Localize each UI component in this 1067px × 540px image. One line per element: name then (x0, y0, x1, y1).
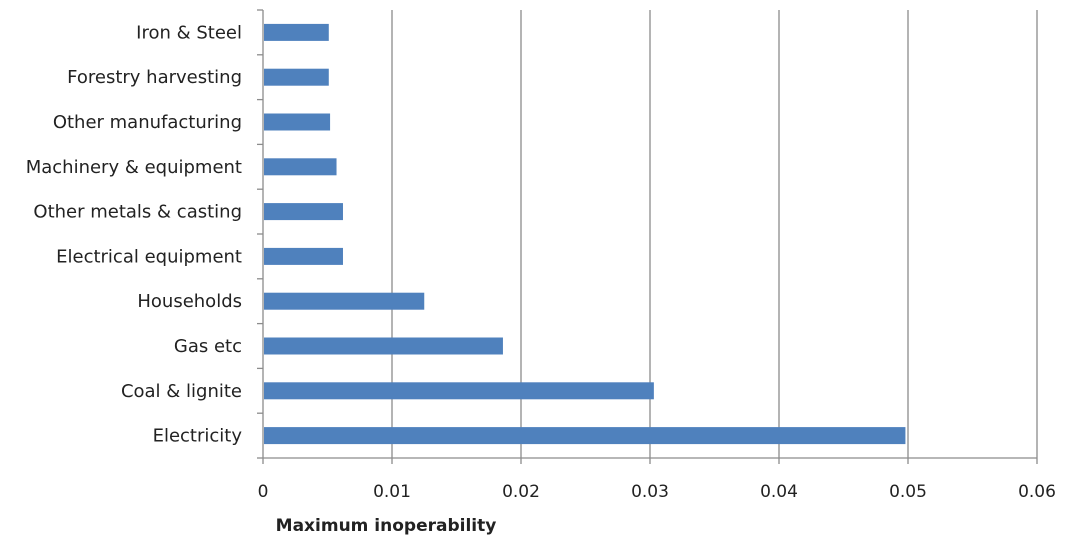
x-axis-title: Maximum inoperability (276, 516, 497, 536)
category-label: Households (137, 291, 242, 312)
bar-other-metals-casting (264, 203, 343, 221)
category-label: Iron & Steel (136, 22, 242, 43)
category-label: Other manufacturing (53, 112, 242, 133)
category-labels: Iron & Steel Forestry harvesting Other man… (26, 22, 243, 446)
x-tick-label: 0.01 (373, 482, 411, 502)
category-label: Machinery & equipment (26, 157, 242, 178)
x-tick-label: 0.06 (1018, 482, 1056, 502)
bar-households (264, 292, 425, 310)
bar-electricity (264, 427, 906, 445)
x-tick-label: 0.02 (502, 482, 540, 502)
category-label: Other metals & casting (33, 202, 242, 223)
category-label: Electrical equipment (56, 246, 242, 267)
x-tick-labels: 0 0.01 0.02 0.03 0.04 0.05 0.06 (258, 482, 1056, 502)
category-label: Forestry harvesting (67, 67, 242, 88)
bar-iron-steel (264, 23, 329, 41)
x-tick-label: 0.03 (631, 482, 669, 502)
axes (257, 9, 1038, 464)
bar-forestry-harvesting (264, 68, 329, 86)
bar-electrical-equipment (264, 247, 343, 265)
x-tick-label: 0.04 (760, 482, 798, 502)
bars (264, 23, 906, 445)
bar-other-manufacturing (264, 113, 331, 131)
bar-coal-lignite (264, 382, 654, 400)
x-tick-label: 0.05 (889, 482, 927, 502)
category-label: Gas etc (174, 336, 242, 357)
x-tick-label: 0 (258, 482, 269, 502)
category-label: Electricity (153, 426, 243, 447)
category-label: Coal & lignite (121, 381, 242, 402)
bar-gas-etc (264, 337, 503, 355)
bar-machinery-equipment (264, 158, 337, 176)
